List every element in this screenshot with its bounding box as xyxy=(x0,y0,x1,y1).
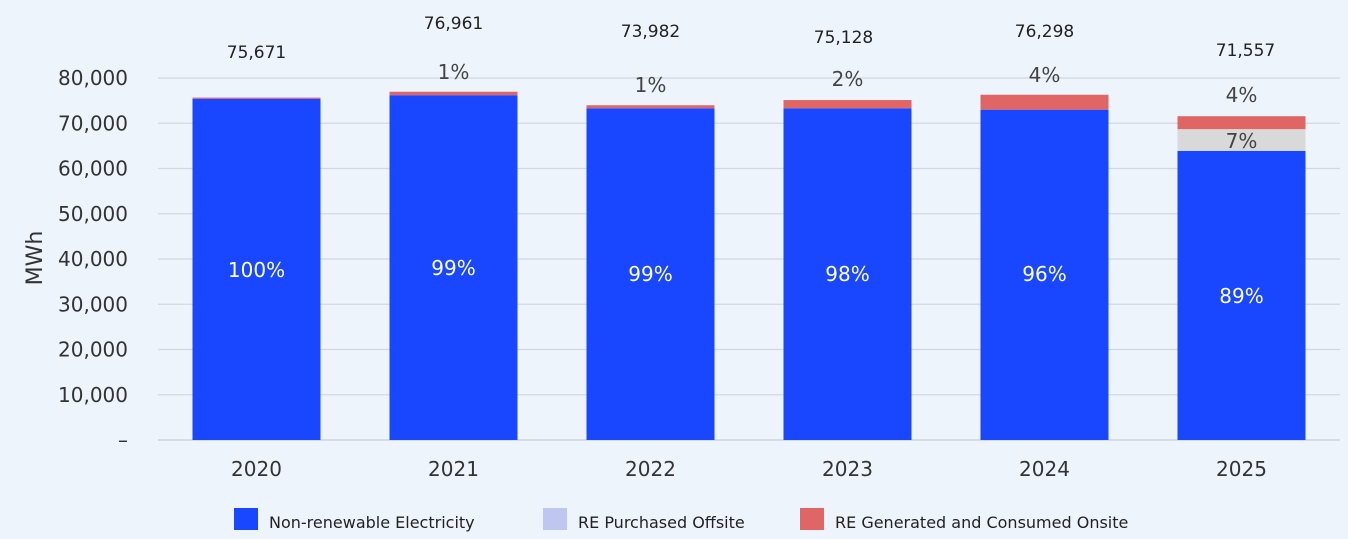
legend-swatch xyxy=(543,508,567,530)
legend-label: Non-renewable Electricity xyxy=(269,513,475,532)
bar-segment xyxy=(980,109,1109,441)
bar-segment xyxy=(389,95,518,440)
x-tick-label: 2020 xyxy=(231,457,282,481)
bar-segment xyxy=(980,94,1109,110)
bar-segment xyxy=(1177,150,1306,441)
bar-segment xyxy=(586,105,715,109)
legend-swatch xyxy=(800,508,824,530)
total-label: 73,982 xyxy=(621,22,680,42)
data-label: 99% xyxy=(628,262,672,286)
total-label: 75,128 xyxy=(814,28,873,48)
axis-layer: MWh – 10,000 20,000 30,000 40,000 50,000 60,00… xyxy=(23,66,1267,481)
y-tick-label: 80,000 xyxy=(58,66,128,90)
total-label: 71,557 xyxy=(1216,41,1275,61)
data-label: 4% xyxy=(1029,63,1061,87)
x-tick-label: 2021 xyxy=(428,457,479,481)
bar-segment xyxy=(1177,129,1306,151)
data-label: 4% xyxy=(1226,83,1258,107)
data-label: 89% xyxy=(1219,284,1263,308)
bar-segment xyxy=(783,100,912,109)
grid-layer xyxy=(158,77,1340,441)
y-tick-label: 10,000 xyxy=(58,383,128,407)
legend-label: RE Purchased Offsite xyxy=(578,513,745,532)
total-label: 76,961 xyxy=(424,14,483,34)
data-label: 96% xyxy=(1022,262,1066,286)
y-tick-label: 40,000 xyxy=(58,247,128,271)
x-tick-label: 2023 xyxy=(822,457,873,481)
y-tick-label: 70,000 xyxy=(58,111,128,135)
data-label: 100% xyxy=(228,258,285,282)
total-label: 75,671 xyxy=(227,43,286,63)
bars-layer xyxy=(192,91,1306,441)
y-tick-label: – xyxy=(118,428,128,452)
legend: Non-renewable Electricity RE Purchased Of… xyxy=(234,508,1128,532)
y-tick-label: 30,000 xyxy=(58,292,128,316)
data-label: 7% xyxy=(1226,129,1258,153)
x-tick-label: 2024 xyxy=(1019,457,1070,481)
legend-label: RE Generated and Consumed Onsite xyxy=(835,513,1128,532)
bar-segment xyxy=(192,97,321,99)
bar-segment xyxy=(389,91,518,96)
bar-segment xyxy=(1177,116,1306,130)
data-label: 98% xyxy=(825,262,869,286)
y-tick-label: 60,000 xyxy=(58,157,128,181)
data-label: 2% xyxy=(832,67,864,91)
bar-segment xyxy=(586,108,715,440)
y-axis-title: MWh xyxy=(23,231,48,286)
y-tick-label: 50,000 xyxy=(58,202,128,226)
y-tick-label: 20,000 xyxy=(58,338,128,362)
data-label: 99% xyxy=(431,256,475,280)
legend-swatch xyxy=(234,508,258,530)
x-tick-label: 2022 xyxy=(625,457,676,481)
bar-segment xyxy=(783,108,912,440)
total-label: 76,298 xyxy=(1015,22,1074,42)
x-tick-label: 2025 xyxy=(1216,457,1267,481)
bar-segment xyxy=(192,98,321,440)
data-label: 1% xyxy=(438,60,470,84)
data-label: 1% xyxy=(635,73,667,97)
labels-layer: 100% 75,671 99% 1% 76,961 99% 1% 73,982 98% 2% 75,… xyxy=(227,14,1275,308)
